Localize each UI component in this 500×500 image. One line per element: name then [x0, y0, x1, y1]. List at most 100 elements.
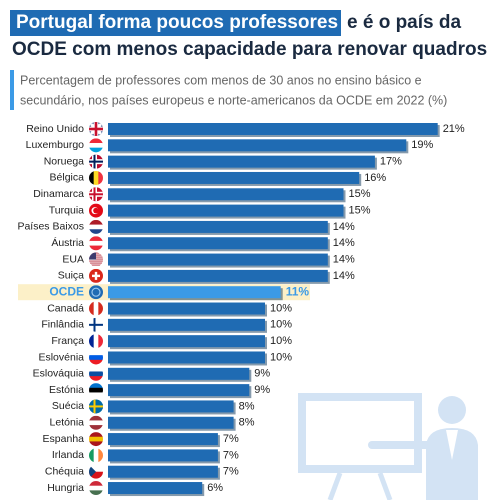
flag-part	[89, 224, 103, 230]
flag-part	[89, 262, 103, 264]
flag-part	[93, 334, 99, 349]
value-label: 8%	[239, 417, 255, 429]
category-label: Turquia	[49, 204, 84, 216]
bar	[108, 188, 344, 201]
value-label: 10%	[270, 335, 292, 347]
value-label: 10%	[270, 319, 292, 331]
flag	[89, 268, 103, 283]
flag-part	[89, 260, 103, 262]
category-label: França	[51, 335, 84, 347]
value-label: 14%	[333, 253, 355, 265]
flag	[89, 252, 103, 267]
chart-title: Portugal forma poucos professores	[16, 12, 338, 33]
bar	[108, 155, 375, 168]
flag-part	[98, 170, 103, 185]
value-label: 16%	[364, 172, 386, 184]
value-label: 7%	[223, 449, 239, 461]
bar	[108, 318, 265, 331]
flag-part	[89, 405, 103, 408]
flag-part	[89, 371, 103, 377]
flag-part	[89, 259, 103, 261]
category-label: Dinamarca	[33, 188, 84, 200]
flag	[89, 138, 103, 153]
flag-part	[89, 425, 103, 430]
category-label: Finlândia	[41, 319, 84, 331]
value-label: 9%	[254, 368, 270, 380]
flag	[89, 203, 103, 218]
bar	[108, 400, 234, 413]
chart-title: e é o país da	[347, 12, 461, 33]
category-label: Países Baixos	[17, 221, 84, 233]
subtitle: Percentagem de professores com menos de …	[20, 73, 422, 87]
value-label: 17%	[380, 156, 402, 168]
category-label: Áustria	[51, 236, 84, 249]
flag-part	[93, 170, 99, 185]
flag-part	[92, 274, 100, 278]
flag-part	[89, 142, 103, 149]
bar	[108, 220, 328, 233]
category-label: Eslováquia	[33, 368, 85, 380]
flag-part	[98, 301, 103, 316]
flag-part	[89, 264, 103, 266]
bar	[108, 384, 250, 397]
flag-part	[89, 147, 103, 153]
flag-part	[93, 301, 99, 316]
value-label: 9%	[254, 384, 270, 396]
flag	[89, 122, 103, 136]
flag-part	[89, 376, 103, 381]
flag	[89, 415, 103, 430]
flag-part	[89, 366, 103, 372]
flag-part	[89, 265, 103, 267]
category-label: Irlanda	[52, 449, 84, 461]
flag	[89, 301, 103, 316]
value-label: 14%	[333, 237, 355, 249]
value-label: 14%	[333, 221, 355, 233]
bar	[108, 237, 328, 250]
flag-part	[89, 350, 103, 356]
flag-part	[89, 471, 103, 479]
flag-part	[98, 448, 103, 463]
bar	[108, 302, 265, 315]
category-label: Suécia	[52, 400, 84, 412]
flag-part	[89, 138, 103, 144]
category-label: EUA	[62, 253, 84, 265]
flag-part	[89, 236, 103, 242]
flag-part	[89, 485, 103, 491]
flag-part	[89, 261, 103, 263]
value-label: 11%	[286, 284, 310, 298]
flag-part	[89, 464, 96, 479]
flag-part	[89, 229, 103, 234]
flag-part	[89, 285, 103, 300]
flag	[89, 285, 103, 300]
flag	[89, 219, 103, 234]
flag-part	[89, 355, 103, 361]
bar	[108, 449, 218, 462]
category-label: Bélgica	[50, 172, 85, 184]
bar	[108, 286, 281, 299]
bar	[108, 171, 360, 184]
title-highlight	[10, 10, 341, 36]
flag	[89, 317, 103, 332]
flag	[89, 383, 103, 398]
flag-part	[93, 448, 99, 463]
chart-title: OCDE com menos capacidade para renovar q…	[12, 39, 487, 60]
subtitle: secundário, nos países europeus e norte-…	[20, 93, 447, 107]
subtitle-bar	[10, 70, 14, 110]
bar	[108, 253, 328, 266]
value-label: 19%	[411, 139, 433, 151]
category-label: Letónia	[50, 417, 85, 429]
flag	[89, 432, 103, 447]
flag-part	[89, 441, 103, 447]
flag	[89, 481, 103, 496]
flag-part	[89, 448, 95, 463]
bar	[108, 433, 218, 446]
bar	[108, 139, 407, 152]
bar	[108, 465, 218, 478]
value-label: 15%	[349, 188, 371, 200]
bar	[108, 269, 328, 282]
flag-part	[89, 392, 103, 398]
category-label: Hungria	[47, 482, 84, 494]
flag-part	[93, 207, 99, 214]
value-label: 14%	[333, 270, 355, 282]
category-label: Canadá	[47, 302, 84, 314]
